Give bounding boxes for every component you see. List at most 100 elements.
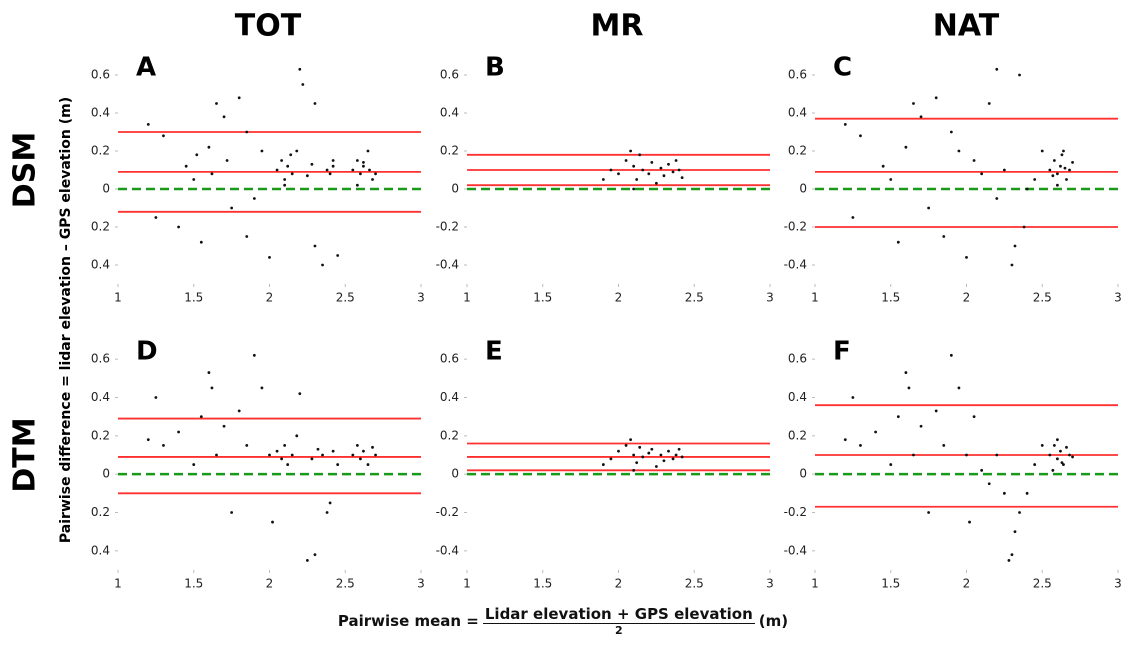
point [1010,553,1014,557]
point [1062,463,1065,466]
point [987,102,991,105]
x-tick-label: 2.5 [1033,577,1052,591]
x-tick-label: 2 [615,577,623,591]
point [362,449,365,453]
point [1052,444,1056,447]
point [874,430,877,434]
point [192,178,196,181]
point [310,162,314,166]
y-tick-label: 0.4 [91,258,110,272]
point [222,424,226,428]
point [325,168,329,172]
point [617,449,620,453]
point [965,256,968,259]
point [286,463,290,466]
point [192,463,196,466]
point [987,482,991,486]
column-title: NAT [933,9,1000,44]
point [650,161,654,164]
point [310,457,314,461]
numerator: Lidar elevation + GPS elevation [482,605,755,624]
point [1002,168,1006,172]
point [215,453,218,457]
point [667,449,670,453]
point [230,511,234,514]
point [1007,559,1011,562]
point [225,159,229,162]
point [624,444,628,447]
point [912,102,915,105]
point [680,176,684,180]
point [671,457,675,461]
point [328,172,332,176]
point [162,134,165,138]
y-tick-label: 0 [799,182,807,196]
y-tick-label: 0 [102,182,110,196]
point [268,453,271,457]
point [146,438,150,442]
point [260,149,264,153]
panel-label: D [136,337,158,367]
point [313,244,317,248]
point [1060,461,1064,465]
point [1010,263,1014,267]
point [1048,453,1052,457]
row-title: DSM [8,132,43,208]
x-tick-label: 3 [1114,577,1122,591]
y-tick-label: 0.4 [788,106,807,120]
point [662,459,666,463]
point [260,386,264,390]
point [295,434,299,438]
point [632,164,636,168]
point [328,501,332,505]
y-tick-label: 0.6 [91,352,110,366]
point [949,130,953,134]
y-tick-label: 0.6 [788,352,807,366]
point [366,463,370,466]
point [934,409,938,413]
point [359,457,362,461]
x-tick-label: 2.5 [1033,291,1052,305]
y-tick-label: -0.2 [436,505,459,519]
x-tick-label: 3 [1114,291,1122,305]
x-tick-label: 3 [417,577,425,591]
point [629,438,633,442]
point [325,511,329,514]
y-tick-label: -0.4 [436,258,459,272]
panel-label: B [485,53,505,83]
point [210,172,214,176]
x-tick-label: 1 [811,577,819,591]
point [680,455,684,459]
y-tick-label: 0.4 [440,106,459,120]
point [927,511,931,514]
y-tick-label: -0.2 [784,505,807,519]
point [609,457,613,461]
point [609,168,613,172]
denominator: 2 [614,624,623,637]
point [313,102,317,105]
point [677,447,681,451]
point [1040,444,1044,447]
point [298,392,302,396]
point [635,461,639,465]
point [904,145,908,149]
x-tick-label: 2 [963,577,971,591]
point [313,553,317,557]
y-tick-label: 0.2 [91,505,110,519]
point [177,225,181,229]
point [632,453,636,457]
point [647,451,651,455]
x-tick-label: 1.5 [533,577,552,591]
x-tick-label: 3 [417,291,425,305]
x-tick-label: 2.5 [336,577,355,591]
x-label-unit: (m) [758,612,789,630]
panel-label: A [136,53,156,83]
y-tick-label: -0.2 [784,220,807,234]
x-label-prefix: Pairwise mean = [337,612,479,630]
point [980,172,984,176]
x-tick-label: 1.5 [184,291,203,305]
point [222,115,226,119]
point [1068,168,1071,172]
x-tick-label: 2 [266,291,274,305]
point [275,449,279,453]
